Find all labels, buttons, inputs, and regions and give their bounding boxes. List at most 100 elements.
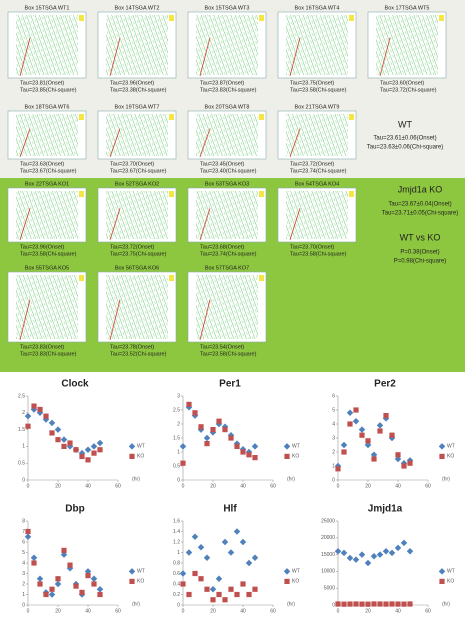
actogram-onset: Tau=23.78(Onset) [110,344,154,350]
actogram-activity [106,15,168,75]
actogram-activity [106,275,168,339]
actogram-label: Box 14TSGA WT2 [115,5,160,11]
actogram-chi: Tau=23.83(Chi-square) [200,87,257,93]
legend-label: KO [137,454,144,460]
x-tick-label: 60 [115,483,121,489]
wt-summary-onset: Tau=23.61±0.06(Onset) [373,136,436,142]
chart-title: Per2 [374,379,396,390]
data-point [222,597,227,602]
actogram-activity [16,15,78,75]
data-point [91,581,96,586]
actogram-chi: Tau=23.67(Chi-square) [20,168,77,174]
actogram-marker [259,275,264,281]
actogram-onset: Tau=23.83(Onset) [20,344,64,350]
data-point [341,602,346,607]
legend-marker [284,454,289,459]
data-point [85,457,90,462]
actogram-onset: Tau=23.63(Onset) [20,161,64,167]
actogram-chi: Tau=23.67(Chi-square) [110,168,167,174]
data-point [79,590,84,595]
x-tick-label: 60 [115,608,121,614]
y-tick-label: 0 [22,477,25,483]
data-point [43,414,48,419]
actogram-label: Box 56TSGA KO6 [115,265,159,271]
legend-label: WT [137,444,145,450]
y-tick-label: 0.2 [173,592,180,598]
actogram-marker [259,114,264,120]
data-point [383,413,388,418]
y-tick-label: 15000 [321,552,335,558]
actogram-label: Box 22TSGA KO1 [25,181,69,187]
data-point [222,427,227,432]
actogram-onset: Tau=23.68(Onset) [200,244,244,250]
actogram-activity [196,275,258,339]
actogram-onset: Tau=23.75(Onset) [290,80,334,86]
data-point [377,601,382,606]
y-tick-label: 2 [22,581,25,587]
data-point [204,441,209,446]
y-tick-label: 0 [22,602,25,608]
data-point [55,576,60,581]
data-point [186,592,191,597]
data-point [97,592,102,597]
y-tick-label: 6 [22,539,25,545]
actogram-onset: Tau=23.72(Onset) [110,244,154,250]
data-point [55,437,60,442]
actogram-onset: Tau=23.54(Onset) [200,344,244,350]
y-tick-label: 2 [332,449,335,455]
actogram-marker [169,15,174,21]
x-tick-label: 40 [240,608,246,614]
x-tick-label: 60 [270,483,276,489]
data-point [186,402,191,407]
data-point [91,451,96,456]
chart-title: Jmjd1a [368,504,403,515]
x-tick-label: 40 [240,483,246,489]
chart-title: Hlf [223,504,237,515]
actogram-label: Box 53TSGA KO3 [205,181,249,187]
y-tick-label: 0 [332,477,335,483]
actogram-chi: Tau=23.85(Chi-square) [20,87,77,93]
actogram-activity [376,15,438,75]
data-point [240,581,245,586]
y-tick-label: 1.6 [173,518,180,524]
y-tick-label: 0.8 [173,560,180,566]
data-point [61,548,66,553]
actogram-chi: Tau=23.38(Chi-square) [110,87,167,93]
data-point [216,419,221,424]
x-tick-label: 20 [365,608,371,614]
x-tick-label: 0 [182,608,185,614]
y-tick-label: 8 [22,518,25,524]
actogram-chi: Tau=23.74(Chi-square) [200,251,257,257]
data-point [252,587,257,592]
data-point [49,587,54,592]
actogram-activity [286,15,348,75]
actogram-activity [196,114,258,156]
chart-title: Dbp [65,504,84,515]
x-tick-label: 0 [27,608,30,614]
data-point [85,573,90,578]
actogram-label: Box 15TSGA WT3 [205,5,250,11]
data-point [67,563,72,568]
x-tick-label: 60 [270,608,276,614]
y-tick-label: 4 [332,421,335,427]
y-tick-label: 0.5 [173,463,180,469]
y-tick-label: 5 [22,550,25,556]
actogram-label: Box 54TSGA KO4 [295,181,339,187]
actogram-marker [349,15,354,21]
legend-label: KO [447,579,454,585]
ko-summary-title: Jmjd1a KO [398,184,443,194]
x-axis-label: (hr) [287,601,295,607]
actogram-label: Box 55TSGA KO5 [25,265,69,271]
data-point [353,601,358,606]
x-tick-label: 60 [425,483,431,489]
data-point [49,430,54,435]
x-axis-label: (hr) [132,476,140,482]
data-point [31,403,36,408]
x-axis-label: (hr) [287,476,295,482]
data-point [25,424,30,429]
x-tick-label: 20 [210,608,216,614]
x-tick-label: 20 [55,608,61,614]
y-tick-label: 10000 [321,569,335,575]
actogram-activity [16,191,78,239]
actogram-marker [169,191,174,197]
